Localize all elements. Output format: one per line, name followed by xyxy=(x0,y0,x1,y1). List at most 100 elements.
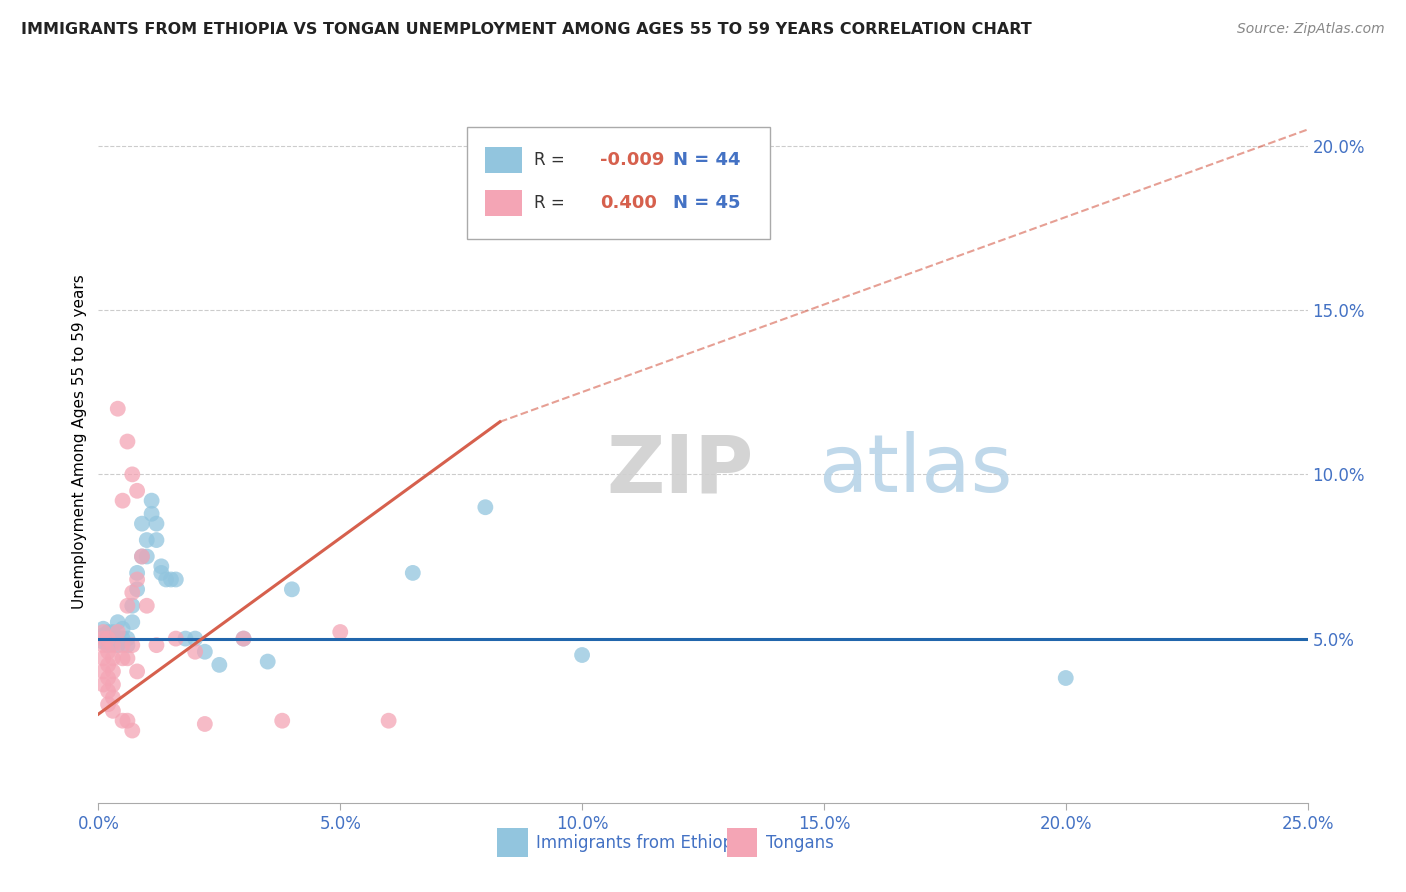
Point xyxy=(97,657,120,672)
Point xyxy=(127,573,149,587)
Point xyxy=(145,638,167,652)
Point xyxy=(121,585,143,599)
Point xyxy=(281,582,304,597)
Point xyxy=(127,665,149,679)
Point xyxy=(107,401,129,416)
Point xyxy=(91,625,114,640)
Point xyxy=(91,638,114,652)
Point xyxy=(150,559,173,574)
Point xyxy=(97,698,120,712)
Point xyxy=(117,599,139,613)
Point xyxy=(165,632,187,646)
Point xyxy=(194,717,217,731)
Point xyxy=(97,671,120,685)
Point xyxy=(111,638,134,652)
Point xyxy=(131,549,153,564)
Point xyxy=(117,638,139,652)
Point xyxy=(127,582,149,597)
Point xyxy=(101,690,124,705)
Point xyxy=(402,566,425,580)
Text: Tongans: Tongans xyxy=(766,833,834,852)
Y-axis label: Unemployment Among Ages 55 to 59 years: Unemployment Among Ages 55 to 59 years xyxy=(72,274,87,609)
Point xyxy=(232,632,254,646)
Point xyxy=(111,632,134,646)
Point xyxy=(121,723,143,738)
Point xyxy=(97,645,120,659)
Text: N = 45: N = 45 xyxy=(672,194,741,212)
Point xyxy=(91,635,114,649)
Point xyxy=(91,665,114,679)
Text: Source: ZipAtlas.com: Source: ZipAtlas.com xyxy=(1237,22,1385,37)
Point xyxy=(135,549,157,564)
Point xyxy=(101,632,124,646)
Text: N = 44: N = 44 xyxy=(672,151,741,169)
Point xyxy=(474,500,496,515)
Point xyxy=(107,615,129,630)
Point xyxy=(101,638,124,652)
Point xyxy=(111,622,134,636)
Point xyxy=(91,622,114,636)
Point xyxy=(135,533,157,547)
Point xyxy=(101,635,124,649)
Point xyxy=(111,493,134,508)
FancyBboxPatch shape xyxy=(485,190,522,216)
Point xyxy=(135,599,157,613)
Point xyxy=(111,714,134,728)
Point xyxy=(91,651,114,665)
Point xyxy=(131,549,153,564)
Text: atlas: atlas xyxy=(818,432,1012,509)
Text: ZIP: ZIP xyxy=(606,432,754,509)
FancyBboxPatch shape xyxy=(727,828,758,857)
Point xyxy=(194,645,217,659)
Text: 0.400: 0.400 xyxy=(600,194,657,212)
Point xyxy=(184,645,207,659)
Point xyxy=(117,632,139,646)
Point xyxy=(101,625,124,640)
Point xyxy=(101,665,124,679)
Point xyxy=(97,625,120,640)
Point xyxy=(101,677,124,691)
FancyBboxPatch shape xyxy=(467,128,769,239)
Point xyxy=(91,628,114,642)
FancyBboxPatch shape xyxy=(498,828,527,857)
Point xyxy=(131,516,153,531)
Text: R =: R = xyxy=(534,194,569,212)
Point xyxy=(184,632,207,646)
Point xyxy=(97,632,120,646)
Point xyxy=(91,677,114,691)
Text: R =: R = xyxy=(534,151,569,169)
Point xyxy=(117,714,139,728)
Point xyxy=(121,615,143,630)
Text: -0.009: -0.009 xyxy=(600,151,665,169)
Point xyxy=(141,493,163,508)
Point xyxy=(377,714,399,728)
Point xyxy=(571,648,593,662)
Point xyxy=(271,714,294,728)
Point xyxy=(145,516,167,531)
Point xyxy=(160,573,183,587)
Point xyxy=(101,651,124,665)
Point xyxy=(121,638,143,652)
Point xyxy=(121,599,143,613)
Point xyxy=(97,638,120,652)
Point xyxy=(127,566,149,580)
Point xyxy=(117,434,139,449)
Point xyxy=(232,632,254,646)
Point xyxy=(107,632,129,646)
Point xyxy=(329,625,352,640)
Point xyxy=(165,573,187,587)
FancyBboxPatch shape xyxy=(485,147,522,173)
Point xyxy=(127,483,149,498)
Point xyxy=(97,632,120,646)
Point xyxy=(141,507,163,521)
Point xyxy=(155,573,177,587)
Point xyxy=(91,632,114,646)
Point xyxy=(174,632,197,646)
Point xyxy=(121,467,143,482)
Point xyxy=(256,655,278,669)
Point xyxy=(117,651,139,665)
Point xyxy=(101,704,124,718)
Point xyxy=(97,684,120,698)
Point xyxy=(145,533,167,547)
Point xyxy=(107,638,129,652)
